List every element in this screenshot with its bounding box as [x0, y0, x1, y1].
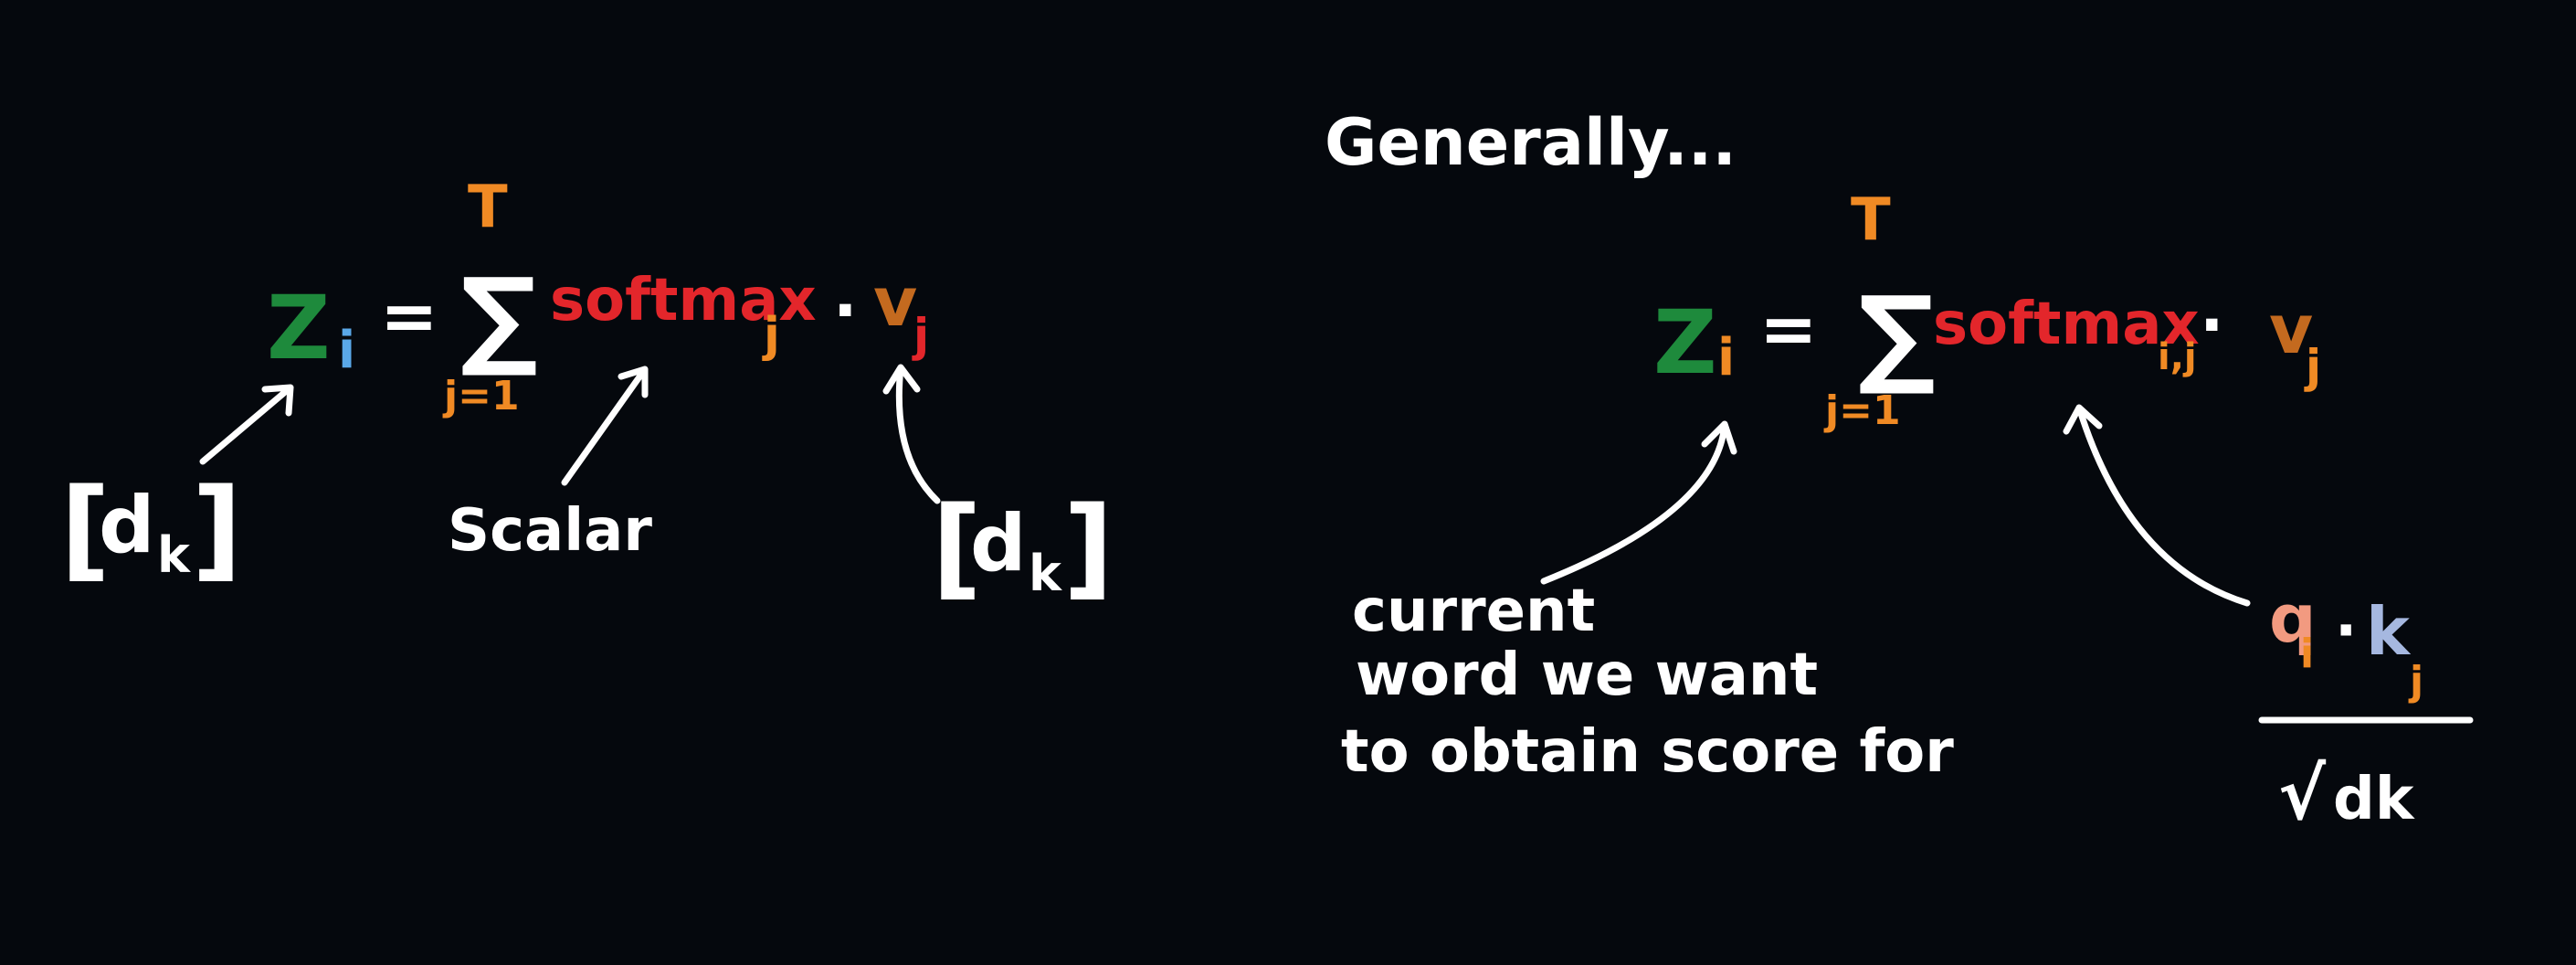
- left-sum-symbol: ∑: [460, 254, 538, 380]
- right-z: Z: [1653, 292, 1717, 394]
- right-v-subscript: j: [2304, 340, 2321, 393]
- right-z-subscript: i: [1717, 328, 1735, 387]
- right-dk-bracket-close: ]: [1063, 484, 1114, 611]
- left-arrow-scalar-to-softmax: [561, 366, 649, 486]
- left-sum-lower: j=1: [442, 373, 520, 419]
- left-softmax: softmax: [550, 267, 817, 334]
- right-sum-lower: j=1: [1823, 387, 1901, 434]
- left-scalar-label: Scalar: [448, 497, 652, 565]
- fraction-q: q: [2269, 580, 2317, 657]
- fraction-dot: ·: [2335, 598, 2357, 665]
- right-softmax-subscript: i,j: [2158, 336, 2197, 378]
- fraction-dk: dk: [2333, 766, 2415, 833]
- right-sum-upper: T: [1851, 186, 1891, 254]
- right-equation: Generally... Z i = T ∑ j=1 softmax i,j ·…: [1325, 105, 2321, 434]
- right-dot: ·: [2200, 288, 2224, 363]
- left-dk-bracket-close: ]: [192, 466, 242, 593]
- left-dk-d: d: [99, 480, 155, 571]
- left-v-subscript: j: [912, 309, 929, 362]
- left-equation: Z i = T ∑ j=1 softmax j · v j: [267, 174, 929, 419]
- right-sum-symbol: ∑: [1858, 272, 1936, 398]
- left-softmax-subscript: j: [762, 308, 780, 363]
- left-arrow-dk-to-v: [882, 364, 941, 504]
- left-dot: ·: [833, 273, 858, 348]
- right-annotations: current word we want to obtain score for…: [1341, 404, 2474, 836]
- current-word-line3: to obtain score for: [1341, 718, 1954, 786]
- fraction-sqrt: √: [2278, 754, 2327, 836]
- right-dk-d: d: [970, 498, 1027, 589]
- generally-heading: Generally...: [1325, 105, 1737, 180]
- right-dk-k: k: [1029, 545, 1062, 602]
- left-dk-bracket-open: [: [60, 466, 111, 593]
- left-z-subscript: i: [338, 321, 355, 380]
- left-annotations: [ d k ] Scalar [ d k ]: [60, 364, 1114, 611]
- left-sum-upper: T: [468, 174, 508, 241]
- right-arrow-fraction-to-softmax: [2063, 404, 2251, 607]
- fraction-q-subscript: i: [2300, 631, 2314, 677]
- current-word-line1: current: [1352, 578, 1595, 645]
- left-arrow-dk-to-z: [199, 384, 294, 465]
- left-equals: =: [380, 275, 438, 356]
- fraction-k: k: [2366, 593, 2412, 670]
- left-v: v: [873, 263, 917, 342]
- right-softmax: softmax: [1933, 291, 2200, 358]
- right-arrow-current-to-z: [1540, 420, 1737, 585]
- current-word-line2: word we want: [1356, 642, 1818, 709]
- right-v: v: [2269, 291, 2313, 369]
- fraction-k-subscript: j: [2408, 658, 2423, 705]
- left-z: Z: [267, 277, 331, 379]
- right-equals: =: [1759, 288, 1818, 369]
- right-dk-bracket-open: [: [932, 484, 982, 611]
- left-dk-k: k: [157, 526, 191, 584]
